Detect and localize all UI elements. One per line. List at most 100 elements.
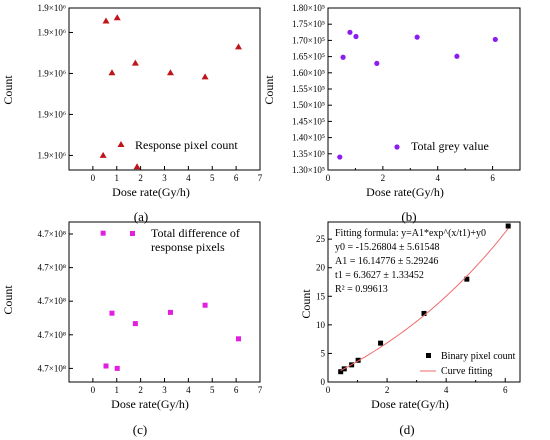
x-tick-label-a: 3 — [162, 173, 167, 183]
panel-label-d: (d) — [399, 422, 414, 437]
data-point-a — [113, 14, 121, 21]
data-point-d — [421, 310, 427, 316]
y-tick-label-b: 1.65×10⁵ — [292, 52, 325, 62]
x-tick-label-c: 1 — [115, 385, 120, 395]
data-point-d — [338, 369, 344, 375]
x-tick-label-c: 7 — [258, 385, 263, 395]
data-point-a — [235, 43, 243, 50]
legend-marker-c — [130, 231, 135, 236]
panel-b: 0 2 4 6 1.30×10⁵ 1.35×10⁵ 1.40×10⁵ 1.45×10⁵ 1.50… — [292, 3, 521, 183]
x-tick-label-c: 2 — [138, 385, 143, 395]
data-point-a — [99, 151, 107, 158]
y-tick-label-a: 1.9×10⁶ — [38, 27, 66, 37]
data-point-a — [102, 17, 110, 24]
data-point-b — [492, 36, 498, 43]
data-point-a — [166, 69, 174, 76]
fit-y0: y0 = -15.26804 ± 5.61548 — [335, 242, 439, 253]
x-tick-label-d: 0 — [326, 385, 331, 395]
x-tick-label-d: 2 — [385, 385, 390, 395]
data-point-b — [414, 34, 420, 40]
data-point-a — [131, 59, 139, 66]
data-point-a — [133, 163, 141, 170]
y-tick-label-a: 1.9×10⁶ — [38, 150, 66, 160]
x-tick-label-b: 0 — [326, 173, 331, 183]
legend-b: Total grey value — [394, 139, 489, 153]
legend-marker-b — [394, 144, 400, 150]
data-point-d — [505, 223, 511, 229]
data-point-c — [132, 321, 138, 327]
data-point-d — [464, 276, 470, 282]
y-tick-label-b: 1.55×10⁵ — [292, 84, 325, 94]
legend-marker-a — [117, 141, 125, 147]
x-tick-label-a: 5 — [210, 173, 215, 183]
x-tick-label-a: 0 — [91, 173, 96, 183]
y-tick-label-c: 4.7×10⁸ — [38, 296, 66, 306]
data-point-c — [202, 302, 208, 308]
data-point-d — [355, 357, 361, 363]
plot-frame-d — [327, 221, 521, 383]
data-point-b — [353, 33, 359, 40]
data-point-c — [114, 365, 120, 371]
y-axis-label-a: Count — [1, 75, 15, 105]
x-tick-label-c: 3 — [162, 385, 167, 395]
data-point-c — [109, 310, 115, 316]
x-axis-label-d: Dose rate(Gy/h) — [371, 397, 449, 411]
x-tick-label-d: 6 — [503, 385, 508, 395]
y-tick-label-a: 1.9×10⁶ — [38, 109, 66, 119]
y-tick-label-b: 1.35×10⁵ — [292, 149, 325, 159]
y-tick-label-b: 1.40×10⁵ — [292, 133, 325, 143]
y-tick-label-c: 4.7×10⁸ — [38, 229, 66, 239]
x-tick-label-c: 6 — [234, 385, 239, 395]
y-axis-label-c: Count — [1, 285, 15, 315]
fit-t1: t1 = 6.3627 ± 1.33452 — [335, 270, 424, 281]
x-axis-label-c: Dose rate(Gy/h) — [111, 397, 189, 411]
legend-d: Binary pixel count Curve fitting — [420, 351, 516, 377]
y-tick-label-d: 5 — [321, 348, 326, 358]
data-point-a — [201, 73, 209, 80]
x-tick-label-c: 4 — [186, 385, 191, 395]
y-tick-label-a: 1.9×10⁶ — [38, 3, 66, 13]
y-tick-label-c: 4.7×10⁸ — [38, 330, 66, 340]
x-tick-label-c: 0 — [91, 385, 96, 395]
data-point-d — [378, 340, 384, 346]
legend-c: Total difference of response pixels — [130, 226, 240, 254]
data-point-c — [236, 336, 242, 342]
panel-c: 0 1 2 3 4 5 6 7 4.7×10⁸ 4.7×10⁸ 4.7×10⁸ 4.7×10⁸ 4.7×… — [38, 221, 263, 395]
y-tick-label-c: 4.7×10⁸ — [38, 363, 66, 373]
data-point-b — [340, 54, 346, 60]
data-point-b — [337, 154, 343, 160]
y-tick-label-b: 1.60×10⁵ — [292, 68, 325, 78]
y-tick-label-d: 0 — [321, 377, 326, 387]
y-tick-label-b: 1.70×10⁵ — [292, 35, 325, 45]
fit-curve — [340, 228, 509, 371]
x-axis-label-a: Dose rate(Gy/h) — [112, 185, 190, 199]
data-point-c — [100, 230, 106, 236]
legend-label-b: Total grey value — [411, 139, 489, 153]
legend-marker-d-points — [426, 353, 431, 358]
x-tick-label-a: 4 — [186, 173, 191, 183]
y-tick-label-b: 1.30×10⁵ — [292, 165, 325, 175]
x-axis-label-b: Dose rate(Gy/h) — [366, 185, 444, 199]
x-tick-label-d: 4 — [444, 385, 449, 395]
data-point-b — [347, 29, 353, 35]
legend-label-a: Response pixel count — [135, 138, 238, 152]
panel-a: 0 1 2 3 4 5 6 7 1.9×10⁶ 1.9×10⁶ 1.9×10⁶ 1.9×10⁶ 1.9×… — [38, 3, 263, 183]
data-point-b — [374, 60, 380, 67]
y-tick-label-b: 1.75×10⁵ — [292, 19, 325, 29]
fit-formula: Fitting formula: y=A1*exp^(x/t1)+y0 — [335, 228, 486, 239]
legend-label-c-line2: response pixels — [151, 240, 225, 254]
y-tick-label-b: 1.45×10⁵ — [292, 116, 325, 126]
y-tick-label-d: 25 — [316, 234, 326, 244]
x-tick-label-a: 6 — [234, 173, 239, 183]
panel-label-c: (c) — [133, 422, 147, 437]
legend-label-c-line1: Total difference of — [151, 226, 240, 240]
panel-label-a: (a) — [134, 209, 148, 224]
data-point-a — [108, 69, 116, 76]
data-point-c — [167, 309, 173, 315]
panel-label-b: (b) — [401, 209, 416, 224]
y-tick-label-b: 1.80×10⁵ — [292, 3, 325, 13]
x-tick-label-b: 6 — [490, 173, 495, 183]
x-tick-label-a: 1 — [115, 173, 120, 183]
fit-a1: A1 = 16.14776 ± 5.29246 — [335, 256, 438, 267]
